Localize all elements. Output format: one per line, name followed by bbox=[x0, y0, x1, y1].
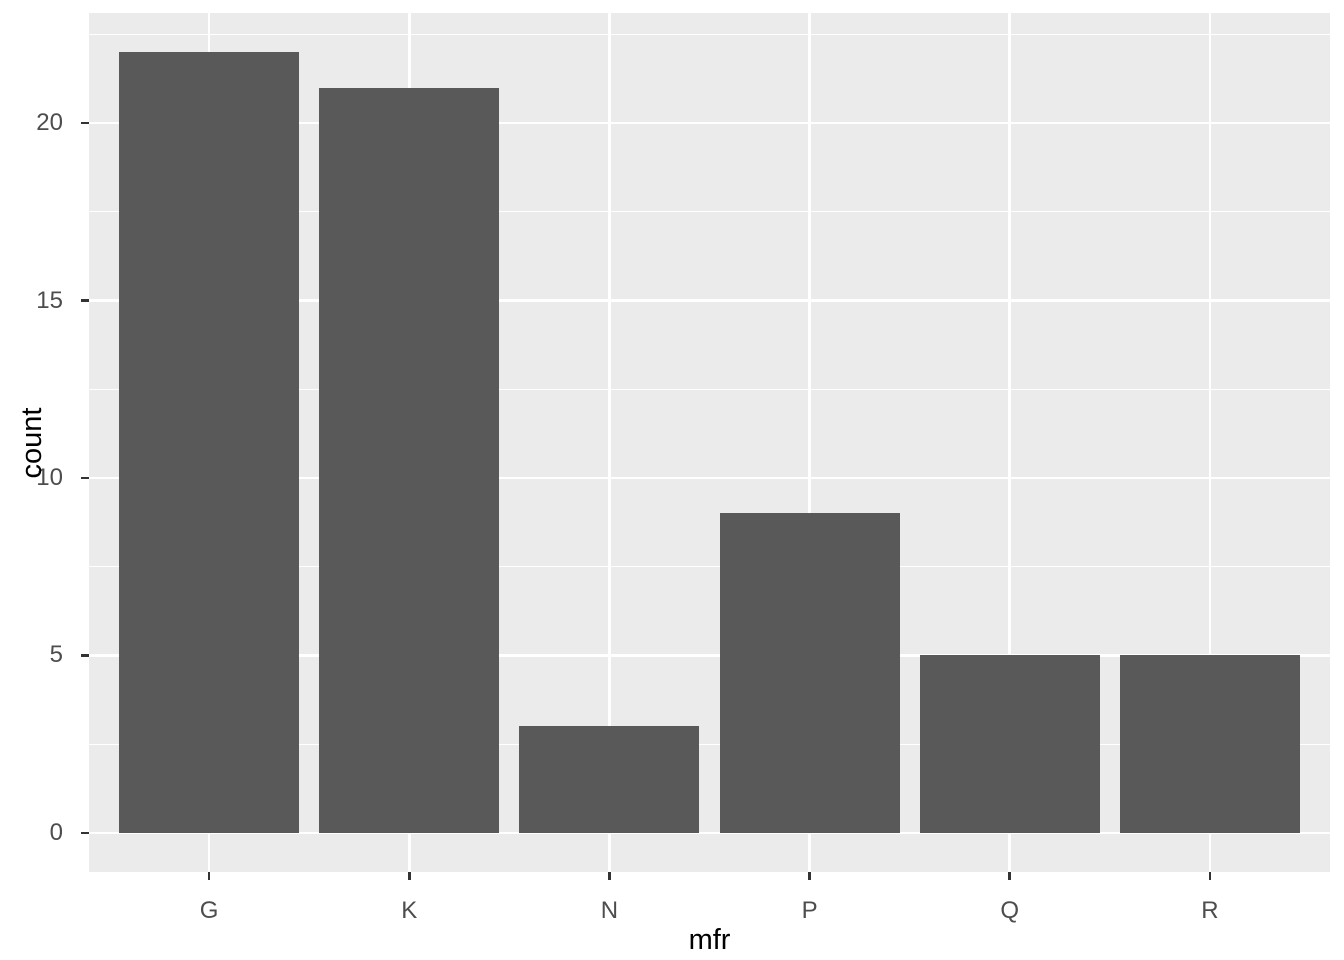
gridline-major-horizontal bbox=[89, 831, 1330, 835]
x-tick-mark bbox=[1008, 872, 1011, 880]
gridline-major-vertical bbox=[1008, 13, 1011, 872]
x-tick-label: G bbox=[199, 897, 219, 924]
x-axis-title: mfr bbox=[688, 924, 731, 956]
y-axis-title: count bbox=[16, 407, 48, 478]
gridline-minor-horizontal bbox=[89, 743, 1330, 745]
y-tick-mark bbox=[81, 121, 89, 125]
gridline-major-vertical bbox=[808, 13, 811, 872]
x-tick-label: P bbox=[801, 897, 818, 924]
y-tick-label: 10 bbox=[36, 463, 63, 491]
y-tick-mark bbox=[81, 476, 89, 480]
y-tick-label: 15 bbox=[36, 286, 63, 314]
bar-R bbox=[1119, 655, 1300, 833]
x-tick-mark bbox=[408, 872, 411, 880]
gridline-major-horizontal bbox=[89, 654, 1330, 657]
bar-N bbox=[519, 726, 700, 833]
gridline-minor-horizontal bbox=[89, 566, 1330, 568]
gridline-major-vertical bbox=[1208, 13, 1212, 872]
y-tick-label: 5 bbox=[49, 641, 63, 669]
gridline-major-horizontal bbox=[89, 476, 1330, 480]
gridline-minor-horizontal bbox=[89, 211, 1330, 213]
y-tick-label: 0 bbox=[49, 818, 63, 846]
y-tick-mark bbox=[81, 831, 89, 835]
x-tick-label: N bbox=[600, 897, 619, 924]
y-tick-label: 20 bbox=[36, 109, 63, 137]
x-tick-mark bbox=[207, 872, 211, 880]
x-tick-label: R bbox=[1201, 897, 1219, 924]
x-tick-mark bbox=[608, 872, 611, 880]
x-tick-mark bbox=[808, 872, 811, 880]
x-tick-label: Q bbox=[1000, 897, 1020, 924]
bar-Q bbox=[919, 655, 1100, 833]
bar-G bbox=[119, 52, 300, 833]
bar-K bbox=[319, 87, 500, 833]
gridline-minor-horizontal bbox=[89, 33, 1330, 35]
gridline-minor-horizontal bbox=[89, 388, 1330, 390]
bar-P bbox=[719, 513, 900, 833]
gridline-major-horizontal bbox=[89, 299, 1330, 302]
y-tick-mark bbox=[81, 654, 89, 657]
gridline-major-horizontal bbox=[89, 121, 1330, 125]
x-tick-label: K bbox=[401, 897, 418, 924]
gridline-major-vertical bbox=[608, 13, 611, 872]
x-tick-mark bbox=[1208, 872, 1212, 880]
y-tick-mark bbox=[81, 299, 89, 302]
